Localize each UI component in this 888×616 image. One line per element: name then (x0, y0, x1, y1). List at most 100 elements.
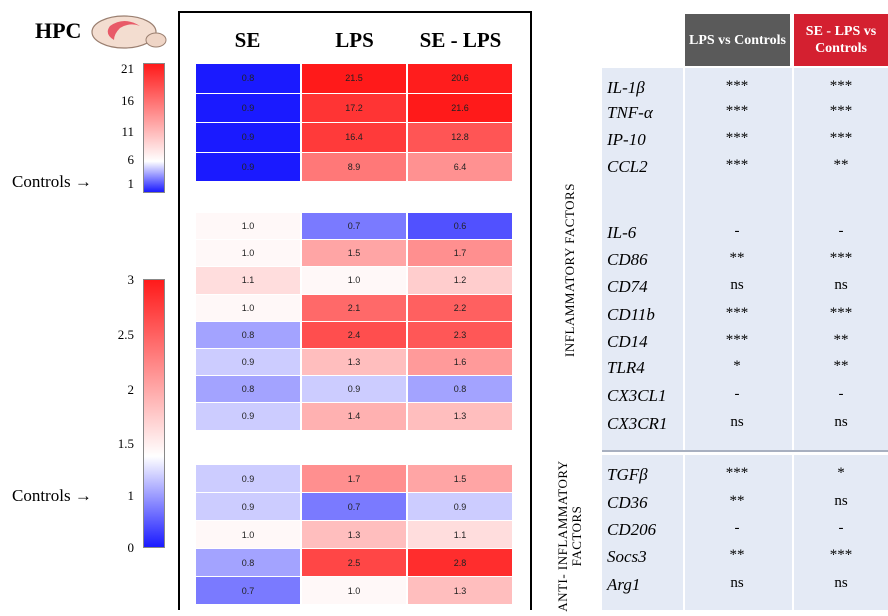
table-sig-lps: *** (725, 78, 749, 94)
table-sig-lps: *** (725, 332, 749, 348)
table-sig-lps: ** (729, 493, 745, 509)
table-sig-se-lps: *** (829, 547, 853, 563)
table-sig-se-lps: *** (829, 250, 853, 266)
heatmap-cell: 21.5 (302, 64, 406, 93)
side-label-inflammatory: INFLAMMATORY FACTORS (562, 183, 577, 357)
table-sig-lps: *** (725, 103, 749, 119)
heatmap-cell: 0.9 (302, 376, 406, 403)
heatmap-cell: 0.8 (408, 376, 512, 403)
col-header-lps: LPS (335, 28, 374, 52)
heatmap-cell: 0.9 (196, 123, 300, 152)
table-divider (602, 450, 888, 452)
heatmap-cell: 1.0 (196, 213, 300, 240)
table-sig-se-lps: *** (829, 103, 853, 119)
heatmap-cell: 0.9 (196, 465, 300, 492)
heatmap-cell: 2.8 (408, 549, 512, 576)
heatmap-cell: 1.0 (196, 240, 300, 267)
table-sig-se-lps: *** (829, 130, 853, 146)
heatmap-cell: 0.9 (408, 493, 512, 520)
table-sig-se-lps: ** (833, 332, 849, 348)
table-gene-label: CX3CR1 (607, 414, 668, 433)
heatmap-cell: 1.0 (196, 294, 300, 321)
table-sig-lps: *** (725, 130, 749, 146)
heatmap-cell: 20.6 (408, 64, 512, 93)
table-gene-label: CCL2 (607, 157, 648, 176)
heatmap-cell: 0.9 (196, 349, 300, 376)
scale-top-tick: 1 (127, 176, 135, 191)
controls-label-bottom: Controls → (12, 486, 92, 505)
table-sig-se-lps: ns (834, 575, 848, 591)
table-sig-lps: ** (729, 250, 745, 266)
table-gene-label: CD206 (607, 520, 657, 539)
table-sig-lps: *** (725, 305, 749, 321)
table-sig-se-lps: ns (834, 414, 848, 430)
scale-bottom-tick: 1.5 (117, 436, 134, 451)
scale-top-tick: 6 (127, 152, 135, 167)
table-gene-label: IL-1β (607, 78, 645, 97)
table-sig-se-lps: *** (829, 78, 853, 94)
panel-title: HPC (35, 18, 82, 43)
table-gene-label: CD86 (607, 250, 648, 269)
scale-top-tick: 21 (121, 61, 134, 76)
table-gene-label: CX3CL1 (607, 386, 667, 405)
heatmap-frame (178, 11, 532, 610)
heatmap-cell: 1.1 (196, 267, 300, 294)
table-gene-label: CD36 (607, 493, 648, 512)
heatmap-cell: 1.5 (408, 465, 512, 492)
heatmap-cell: 0.8 (196, 64, 300, 93)
heatmap-cell: 1.3 (408, 403, 512, 430)
heatmap-cell: 1.5 (302, 240, 406, 267)
scale-bottom-tick: 0 (127, 540, 135, 555)
table-sig-lps: - (734, 386, 740, 402)
table-sig-se-lps: ns (834, 493, 848, 509)
table-header-se-lps: SE - LPS vs Controls (794, 14, 888, 66)
heatmap-cell: 0.9 (196, 493, 300, 520)
heatmap-cell: 0.9 (196, 403, 300, 430)
heatmap-cell: 1.0 (196, 521, 300, 548)
table-sig-se-lps: *** (829, 305, 853, 321)
brain-icon (91, 15, 167, 49)
heatmap-cell: 1.3 (408, 577, 512, 604)
scale-bottom-tick: 2 (127, 382, 135, 397)
colorbar-top (143, 63, 165, 193)
table-gene-label: IP-10 (607, 130, 646, 149)
table-gene-label: CD11b (607, 305, 655, 324)
side-label-anti: ANTI- INFLAMMATORY FACTORS (555, 460, 584, 612)
table-sig-se-lps: ** (833, 157, 849, 173)
colorbar-bottom (143, 279, 165, 548)
scale-bottom-tick: 1 (127, 488, 135, 503)
table-header-lps: LPS vs Controls (685, 14, 790, 66)
heatmap-cell: 2.2 (408, 294, 512, 321)
table-sig-se-lps: - (838, 520, 844, 536)
heatmap-cell: 17.2 (302, 93, 406, 122)
table-sig-lps: ns (730, 575, 744, 591)
heatmap-cell: 21.6 (408, 93, 512, 122)
col-header-se-lps: SE - LPS (419, 28, 502, 52)
table-gene-label: TNF-α (607, 103, 653, 122)
heatmap-cell: 0.8 (196, 321, 300, 348)
heatmap-cell: 2.5 (302, 549, 406, 576)
table-sig-lps: ns (730, 414, 744, 430)
heatmap-cell: 8.9 (302, 152, 406, 181)
heatmap-cell: 2.1 (302, 294, 406, 321)
table-gene-label: Arg1 (607, 575, 641, 594)
heatmap-cell: 6.4 (408, 152, 512, 181)
heatmap-cell: 0.7 (196, 577, 300, 604)
heatmap-cell: 0.6 (408, 213, 512, 240)
table-sig-se-lps: ns (834, 277, 848, 293)
table-gene-label: TGFβ (607, 465, 648, 484)
heatmap-cell: 1.1 (408, 521, 512, 548)
table-panel-inflammatory (602, 68, 888, 450)
table-sig-lps: *** (725, 157, 749, 173)
table-sig-se-lps: - (838, 386, 844, 402)
table-sig-lps: *** (725, 465, 749, 481)
heatmap-cell: 0.8 (196, 549, 300, 576)
table-gene-label: Socs3 (607, 547, 647, 566)
heatmap-cell: 1.7 (408, 240, 512, 267)
table-sig-lps: - (734, 223, 740, 239)
scale-top-tick: 11 (121, 124, 134, 139)
scale-top-tick: 16 (121, 93, 134, 108)
heatmap-cell: 1.0 (302, 267, 406, 294)
heatmap-cell: 2.4 (302, 321, 406, 348)
scale-bottom-tick: 2.5 (117, 327, 134, 342)
